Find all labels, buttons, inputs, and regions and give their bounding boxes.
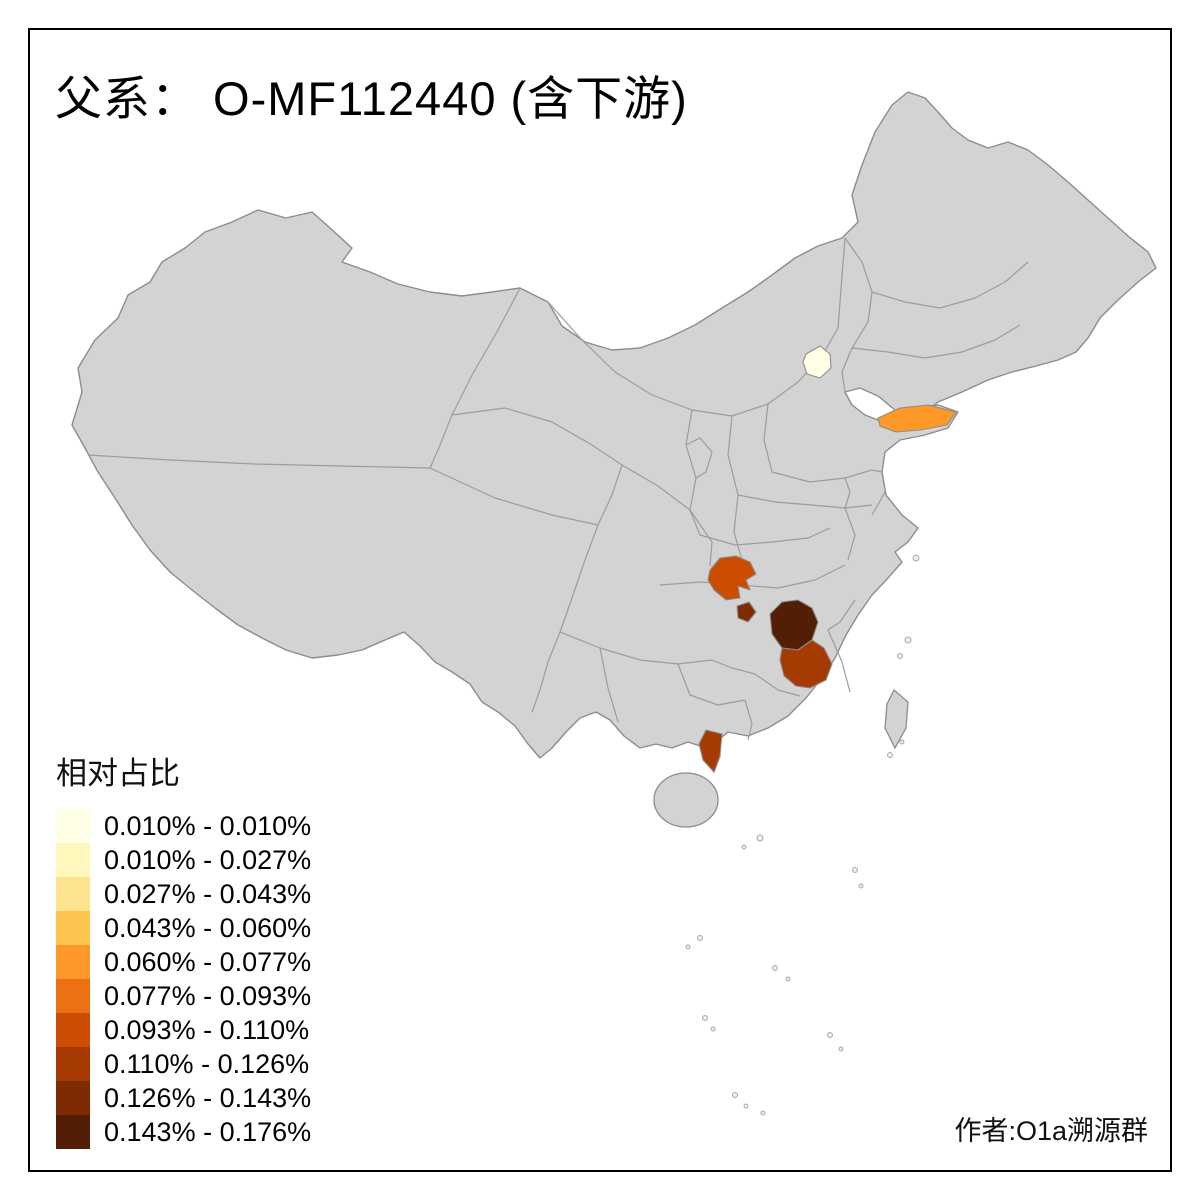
author-credit: 作者:O1a溯源群 — [954, 1116, 1148, 1146]
legend-label: 0.043% - 0.060% — [104, 912, 312, 943]
legend-title: 相对占比 — [56, 756, 180, 791]
legend-item: 0.093% - 0.110% — [56, 1013, 311, 1047]
legend-item: 0.126% - 0.143% — [56, 1081, 311, 1115]
china-mainland-outline — [71, 91, 1157, 773]
legend-item: 0.027% - 0.043% — [56, 877, 311, 911]
taiwan-island — [884, 688, 909, 750]
highlight-region-south-central-dark — [769, 599, 819, 651]
legend-swatch — [56, 945, 90, 979]
legend-label: 0.027% - 0.043% — [104, 878, 312, 909]
legend-item: 0.143% - 0.176% — [56, 1115, 311, 1149]
legend-label: 0.010% - 0.027% — [104, 844, 312, 875]
legend-label: 0.060% - 0.077% — [104, 946, 312, 977]
islands — [653, 554, 920, 1116]
hainan-island — [653, 772, 719, 828]
legend-item: 0.077% - 0.093% — [56, 979, 311, 1013]
legend-label: 0.110% - 0.126% — [104, 1048, 310, 1079]
highlight-region-south-peninsula — [698, 729, 723, 773]
legend-label: 0.143% - 0.176% — [104, 1116, 312, 1147]
small-islands — [685, 554, 920, 1116]
legend-item: 0.060% - 0.077% — [56, 945, 311, 979]
legend-swatch — [56, 843, 90, 877]
legend-swatch — [56, 911, 90, 945]
legend-label: 0.077% - 0.093% — [104, 980, 312, 1011]
legend-item: 0.043% - 0.060% — [56, 911, 311, 945]
legend-label: 0.126% - 0.143% — [104, 1082, 312, 1113]
legend-swatch — [56, 877, 90, 911]
highlight-region-southwest — [707, 555, 757, 601]
legend-label: 0.093% - 0.110% — [104, 1014, 310, 1045]
highlight-region-east-peninsula — [877, 404, 957, 433]
highlight-region-north — [802, 345, 832, 379]
legend-swatch — [56, 979, 90, 1013]
highlight-region-southwest-small — [736, 601, 757, 623]
highlighted-regions — [698, 345, 957, 773]
legend-label: 0.010% - 0.010% — [104, 810, 312, 841]
legend-item: 0.010% - 0.010% — [56, 809, 311, 843]
legend-swatch — [56, 809, 90, 843]
legend-swatch — [56, 1047, 90, 1081]
page-title: 父系： O-MF112440 (含下游) — [55, 72, 688, 125]
legend-swatch — [56, 1013, 90, 1047]
highlight-region-south-central — [779, 639, 833, 689]
legend-swatch — [56, 1081, 90, 1115]
legend-swatch — [56, 1115, 90, 1149]
legend: 相对占比 0.010% - 0.010% 0.010% - 0.027% 0.027… — [56, 748, 311, 1149]
legend-item: 0.010% - 0.027% — [56, 843, 311, 877]
province-borders — [87, 237, 1029, 741]
legend-items: 0.010% - 0.010% 0.010% - 0.027% 0.027% - 0… — [56, 809, 311, 1149]
legend-item: 0.110% - 0.126% — [56, 1047, 311, 1081]
